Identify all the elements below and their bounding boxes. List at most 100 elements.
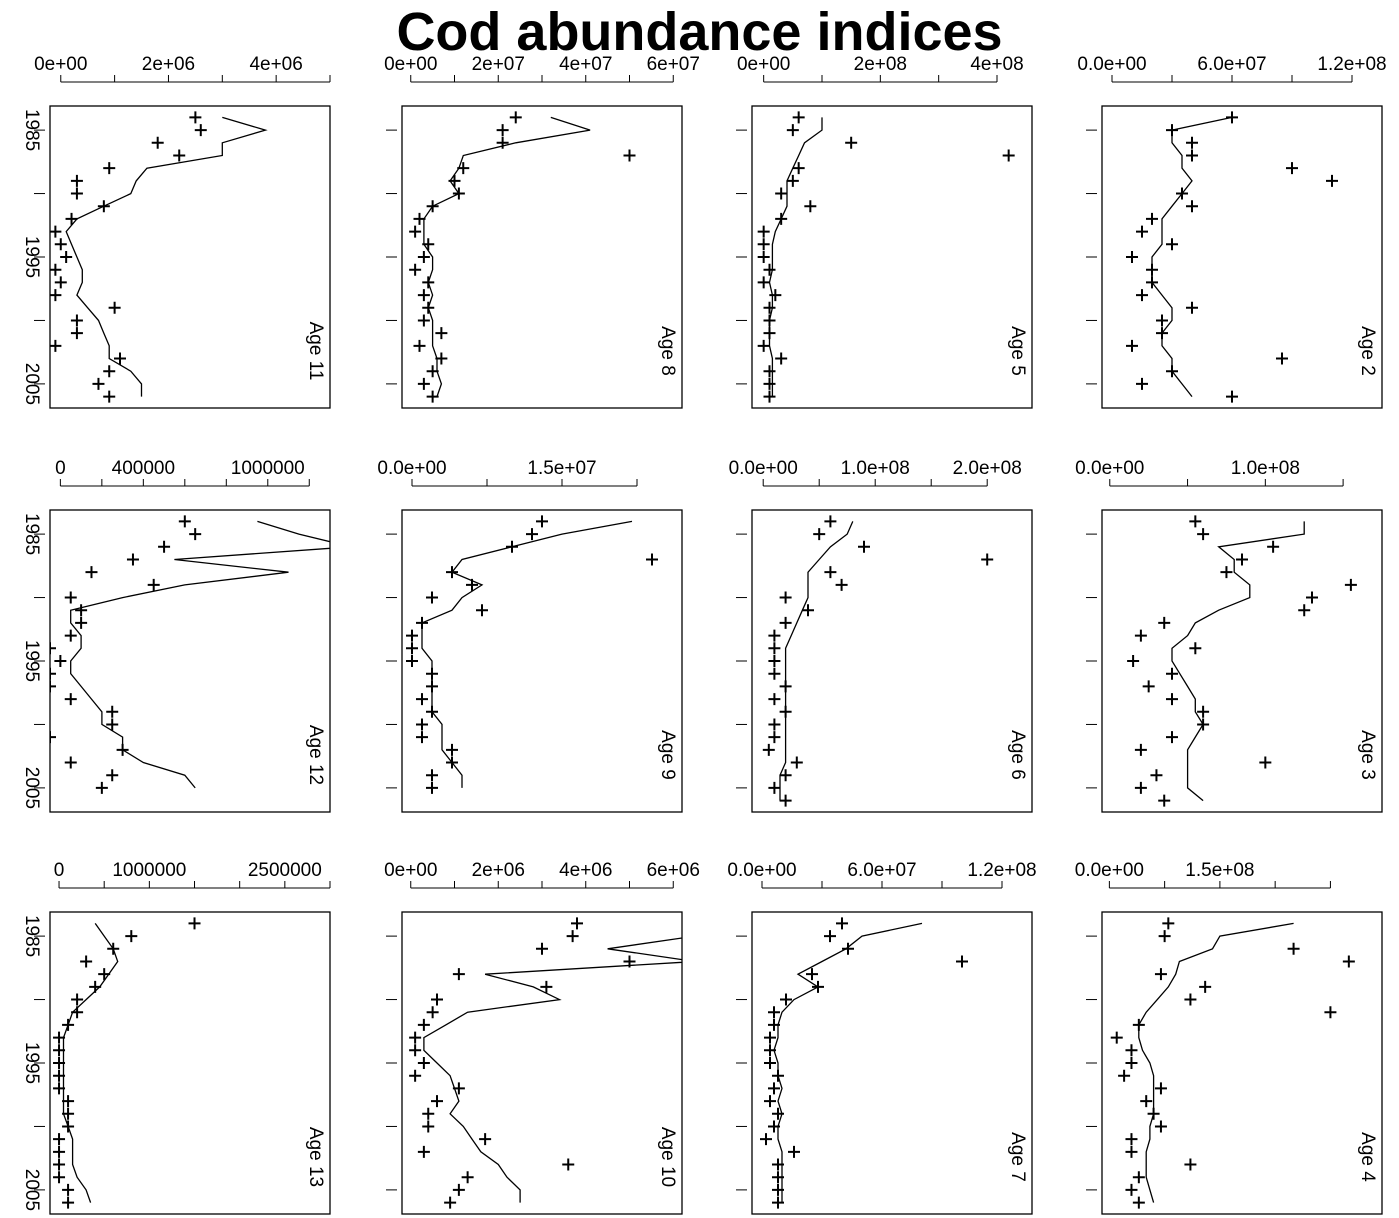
data-point-age-8-20 bbox=[426, 365, 439, 378]
data-point-age-7-8 bbox=[768, 1018, 780, 1031]
x-tick-label: 0.0e+00 bbox=[1077, 54, 1146, 75]
data-point-age-7-15 bbox=[772, 1107, 784, 1120]
data-point-age-8-22 bbox=[426, 390, 439, 403]
data-point-age-10-15 bbox=[422, 1107, 435, 1120]
data-point-age-8-15 bbox=[422, 301, 435, 314]
data-point-age-8-5 bbox=[448, 174, 461, 187]
x-tick-label: 2500000 bbox=[248, 860, 322, 881]
data-point-age-8-11 bbox=[417, 251, 430, 263]
data-point-age-8-14 bbox=[417, 289, 430, 302]
data-point-age-11-0 bbox=[189, 111, 202, 124]
plot-frame-age-7 bbox=[751, 911, 1033, 1215]
data-point-age-8-12 bbox=[409, 263, 422, 276]
data-point-age-11-15 bbox=[108, 301, 121, 314]
data-point-age-11-7 bbox=[97, 200, 110, 213]
data-point-age-8-17 bbox=[435, 327, 448, 340]
data-point-age-13-15 bbox=[62, 1107, 75, 1120]
data-point-age-11-13 bbox=[54, 276, 67, 289]
y-tick-label: 1995 bbox=[21, 1042, 42, 1084]
data-point-age-11-1 bbox=[194, 124, 207, 137]
data-point-age-11-2 bbox=[151, 136, 164, 149]
y-tick-label: 2005 bbox=[21, 1169, 42, 1211]
data-point-age-5-11 bbox=[757, 251, 770, 263]
data-point-age-8-2 bbox=[623, 149, 636, 162]
data-point-age-10-18 bbox=[417, 1145, 430, 1158]
series-line-age-9 bbox=[421, 520, 633, 788]
data-point-age-7-17 bbox=[760, 1133, 772, 1146]
data-point-age-2-19 bbox=[1276, 352, 1288, 365]
data-point-age-5-15 bbox=[763, 301, 776, 314]
data-point-age-2-20 bbox=[1166, 365, 1178, 378]
data-point-age-3-12 bbox=[1166, 667, 1178, 680]
series-line-age-6 bbox=[779, 521, 854, 801]
data-point-age-9-2 bbox=[506, 540, 518, 553]
data-point-age-5-3 bbox=[1002, 149, 1015, 162]
data-point-age-4-21 bbox=[1125, 1183, 1138, 1196]
x-tick-label: 0e+00 bbox=[384, 54, 437, 75]
panel-label: Age 10 bbox=[657, 1127, 678, 1187]
data-point-age-10-6 bbox=[431, 993, 443, 1006]
data-point-age-2-18 bbox=[1126, 339, 1138, 352]
x-tick-label: 0.0e+00 bbox=[1075, 458, 1144, 479]
x-tick-label: 0 bbox=[55, 458, 66, 479]
data-point-age-9-12 bbox=[426, 667, 438, 680]
series-line-age-3 bbox=[1171, 521, 1305, 802]
data-point-age-4-4 bbox=[1154, 968, 1167, 981]
data-point-age-9-1 bbox=[526, 528, 538, 541]
data-point-age-13-18 bbox=[53, 1145, 66, 1158]
x-tick-label: 0e+00 bbox=[384, 860, 437, 881]
data-point-age-6-21 bbox=[768, 781, 781, 794]
data-point-age-4-19 bbox=[1184, 1158, 1197, 1171]
series-line-age-4 bbox=[1138, 922, 1294, 1203]
data-point-age-11-16 bbox=[70, 314, 83, 327]
data-point-age-3-5 bbox=[1344, 578, 1357, 591]
x-tick-label: 1000000 bbox=[231, 458, 305, 479]
data-point-age-6-12 bbox=[768, 667, 781, 680]
data-point-age-6-10 bbox=[768, 642, 781, 655]
plot-frame-age-13 bbox=[49, 911, 331, 1215]
data-point-age-12-1 bbox=[189, 528, 202, 541]
data-point-age-13-19 bbox=[53, 1158, 66, 1171]
data-point-age-5-22 bbox=[763, 390, 776, 403]
data-point-age-4-12 bbox=[1118, 1069, 1131, 1082]
panel-label: Age 2 bbox=[1357, 326, 1378, 376]
data-point-age-6-18 bbox=[762, 743, 775, 756]
data-point-age-10-3 bbox=[623, 955, 636, 968]
data-point-age-10-7 bbox=[426, 1006, 439, 1019]
data-point-age-8-6 bbox=[452, 187, 465, 200]
series-line-age-10 bbox=[423, 937, 682, 1203]
data-point-age-12-5 bbox=[147, 578, 160, 591]
data-point-age-10-4 bbox=[452, 968, 465, 981]
data-point-age-8-10 bbox=[422, 238, 435, 251]
data-point-age-12-4 bbox=[85, 566, 98, 579]
data-point-age-2-16 bbox=[1156, 314, 1168, 327]
data-point-age-9-7 bbox=[476, 604, 488, 617]
data-point-age-8-9 bbox=[409, 225, 422, 238]
data-point-age-8-16 bbox=[417, 314, 430, 327]
data-point-age-13-2 bbox=[107, 942, 120, 955]
data-point-age-2-22 bbox=[1226, 390, 1238, 403]
x-tick-label: 6.0e+07 bbox=[847, 860, 916, 881]
x-tick-label: 4e+06 bbox=[559, 860, 612, 881]
plot-frame-age-2 bbox=[1101, 105, 1383, 409]
data-point-age-9-8 bbox=[416, 616, 428, 629]
plot-frame-age-12 bbox=[49, 509, 331, 813]
data-point-age-2-2 bbox=[1186, 136, 1198, 149]
x-tick-label: 1.5e+07 bbox=[527, 458, 596, 479]
data-point-age-11-5 bbox=[70, 174, 83, 187]
data-point-age-4-8 bbox=[1132, 1018, 1145, 1031]
data-point-age-6-5 bbox=[835, 578, 848, 591]
data-point-age-10-12 bbox=[409, 1069, 422, 1082]
panel-label: Age 7 bbox=[1007, 1132, 1028, 1182]
data-point-age-5-13 bbox=[757, 276, 770, 289]
data-point-age-2-21 bbox=[1136, 377, 1148, 390]
data-point-age-7-1 bbox=[824, 930, 836, 943]
y-tick-label: 1995 bbox=[21, 236, 42, 278]
data-point-age-8-4 bbox=[457, 162, 470, 175]
data-point-age-11-19 bbox=[114, 352, 126, 365]
data-point-age-8-1 bbox=[496, 124, 509, 137]
data-point-age-10-9 bbox=[409, 1031, 422, 1044]
data-point-age-7-12 bbox=[772, 1069, 784, 1082]
data-point-age-10-22 bbox=[444, 1196, 457, 1209]
